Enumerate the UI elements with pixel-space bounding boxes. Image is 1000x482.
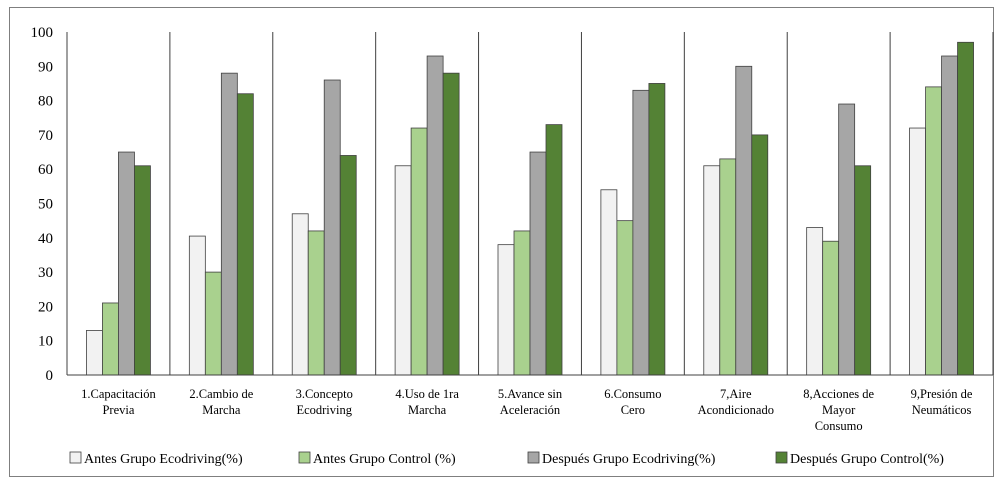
legend-label: Después Grupo Control(%) [790, 452, 944, 467]
x-category-label-line: Acondicionado [698, 403, 774, 417]
bar [616, 220, 634, 376]
x-category-label-line: Ecodriving [296, 403, 352, 417]
bar [339, 155, 357, 376]
x-category-label-line: 5.Avance sin [498, 387, 563, 401]
legend-swatch [69, 451, 82, 464]
y-tick-label: 60 [38, 162, 53, 178]
x-category-label-line: 4.Uso de 1ra [395, 387, 459, 401]
x-category-label-line: Previa [102, 403, 134, 417]
x-category-label-line: 6.Consumo [604, 387, 661, 401]
legend-label: Después Grupo Ecodriving(%) [542, 452, 716, 467]
x-category-label: 9,Presión de Neumáticos [911, 387, 973, 417]
legend-swatch [775, 451, 788, 464]
bar [838, 103, 856, 376]
x-category-label: 8,Acciones de Mayor Consumo [803, 387, 874, 433]
x-category-label: 6.Consumo Cero [604, 387, 661, 417]
y-tick-label: 10 [38, 334, 53, 350]
y-tick-label: 20 [38, 299, 53, 315]
x-category-label-line: 2.Cambio de [189, 387, 253, 401]
bar [102, 302, 119, 376]
bar [220, 72, 238, 376]
y-tick-label: 0 [46, 368, 54, 384]
bar [854, 165, 872, 376]
x-category-label-line: 1.Capacitación [81, 387, 156, 401]
bar [545, 124, 563, 376]
bar [806, 227, 824, 376]
x-category-label: 5.Avance sin Aceleración [498, 387, 563, 417]
bar [751, 134, 769, 376]
x-category-label-line: 8,Acciones de [803, 387, 874, 401]
x-category-label-line: Cero [621, 403, 645, 417]
y-tick-label: 40 [38, 231, 53, 247]
y-tick-label: 90 [38, 59, 53, 75]
x-category-label-line: Neumáticos [912, 403, 972, 417]
bar [648, 83, 666, 376]
bar [925, 86, 942, 376]
x-category-label: 1.Capacitación Previa [81, 387, 156, 417]
x-category-label-line: Mayor [822, 403, 856, 417]
bar [497, 244, 515, 376]
bar [410, 127, 428, 376]
axes-group: 0 10 20 30 40 50 60 70 80 90 100 1.Capacitación Prev… [31, 25, 994, 433]
x-category-label-line: 9,Presión de [911, 387, 973, 401]
bar [822, 240, 840, 376]
y-tick-label: 30 [38, 265, 53, 281]
y-tick-label: 70 [38, 128, 53, 144]
bar [323, 79, 341, 376]
bar [426, 55, 444, 376]
x-category-label: 3.Concepto Ecodriving [296, 387, 353, 417]
x-category-label-line: Marcha [408, 403, 447, 417]
bar [204, 271, 222, 376]
bar [307, 230, 325, 376]
y-tick-label: 50 [38, 197, 53, 213]
bar [703, 165, 721, 376]
bar [394, 165, 412, 376]
legend-swatch [298, 451, 311, 464]
legend-swatch [527, 451, 540, 464]
bar [909, 127, 926, 376]
y-tick-label: 100 [31, 25, 54, 41]
bars-group [86, 41, 974, 376]
bar [941, 55, 958, 376]
bar [86, 330, 103, 376]
x-category-label-line: Consumo [815, 419, 863, 433]
bar [291, 213, 309, 376]
x-category-label: 7,Aire Acondicionado [698, 387, 774, 417]
legend-label: Antes Grupo Ecodriving(%) [84, 452, 243, 467]
bar [236, 93, 254, 376]
bar [134, 165, 151, 376]
bar [118, 151, 135, 376]
bar [957, 41, 974, 376]
bar [513, 230, 531, 376]
y-tick-label: 80 [38, 94, 53, 110]
x-category-label: 4.Uso de 1ra Marcha [395, 387, 459, 417]
bar [600, 189, 618, 376]
bar [442, 72, 460, 376]
bar [632, 89, 650, 376]
bar [529, 151, 547, 376]
x-category-label-line: 3.Concepto [296, 387, 353, 401]
legend: Antes Grupo Ecodriving(%) Antes Grupo Con… [69, 451, 944, 467]
bar [188, 235, 206, 376]
legend-label: Antes Grupo Control (%) [313, 452, 456, 467]
x-category-label: 2.Cambio de Marcha [189, 387, 253, 417]
x-category-label-line: 7,Aire [720, 387, 752, 401]
bar [735, 65, 753, 376]
bar [719, 158, 737, 376]
x-category-label-line: Marcha [202, 403, 241, 417]
x-category-label-line: Aceleración [500, 403, 561, 417]
